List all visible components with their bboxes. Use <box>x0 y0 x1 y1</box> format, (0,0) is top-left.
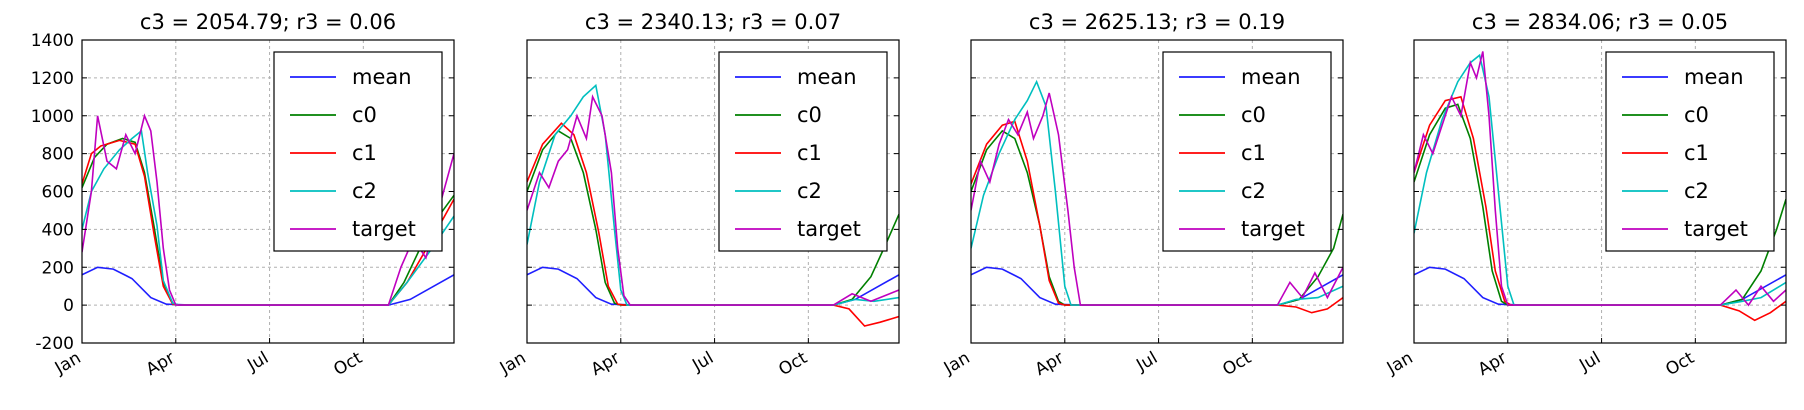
series-line-c1 <box>971 120 1343 314</box>
x-tick-label: Apr <box>143 348 178 380</box>
legend: mean c0 c1 c2 target <box>718 51 888 252</box>
legend-box <box>1162 51 1332 252</box>
series-line-target <box>1414 51 1786 307</box>
x-tick-label: Apr <box>588 348 623 380</box>
series-line-c0 <box>527 129 899 306</box>
legend-label-c1: c1 <box>1684 141 1709 165</box>
series-line-target <box>527 94 899 306</box>
y-tick-label: 600 <box>42 183 74 203</box>
x-tick-label: Oct <box>1662 348 1698 380</box>
subplot-title: c3 = 2834.06; r3 = 0.05 <box>1472 10 1728 34</box>
y-tick-label: -200 <box>35 334 74 354</box>
y-tick-label: 1400 <box>31 31 74 51</box>
series-line-c2 <box>1414 53 1786 306</box>
legend-label-target: target <box>797 217 861 241</box>
subplot-title: c3 = 2340.13; r3 = 0.07 <box>585 10 841 34</box>
legend-label-mean: mean <box>797 65 857 89</box>
subplot-title: c3 = 2625.13; r3 = 0.19 <box>1029 10 1285 34</box>
legend-label-c0: c0 <box>797 103 822 127</box>
x-tick-label: Jan <box>496 348 530 379</box>
x-tick-label: Jul <box>688 348 717 376</box>
legend-label-c2: c2 <box>1241 179 1266 203</box>
legend-label-c1: c1 <box>797 141 822 165</box>
y-tick-label: 800 <box>42 145 74 165</box>
legend-label-target: target <box>1684 217 1748 241</box>
x-tick-label: Oct <box>330 348 366 380</box>
series-line-mean <box>1414 266 1786 306</box>
legend-label-c2: c2 <box>352 179 377 203</box>
legend-box <box>273 51 443 252</box>
y-tick-label: 1200 <box>31 69 74 89</box>
legend-label-c2: c2 <box>797 179 822 203</box>
series-line-c1 <box>1414 95 1786 322</box>
x-tick-label: Jul <box>1575 348 1604 376</box>
series-group <box>971 79 1343 314</box>
legend: mean c0 c1 c2 target <box>1162 51 1332 252</box>
x-tick-label: Jul <box>1132 348 1161 376</box>
x-tick-label: Oct <box>775 348 811 380</box>
subplot-title: c3 = 2054.79; r3 = 0.06 <box>140 10 396 34</box>
series-line-target <box>971 92 1343 306</box>
subplot-3: c3 = 2625.13; r3 = 0.19 Jan Apr Jul Oct mean c… <box>940 10 1344 380</box>
subplot-4: c3 = 2834.06; r3 = 0.05 Jan Apr Jul Oct mean c… <box>1383 10 1787 380</box>
legend: mean c0 c1 c2 target <box>273 51 443 252</box>
y-tick-label: 1000 <box>31 107 74 127</box>
legend-label-c0: c0 <box>1684 103 1709 127</box>
x-tick-label: Jan <box>1383 348 1417 379</box>
legend-label-target: target <box>352 217 416 241</box>
legend-label-mean: mean <box>1241 65 1301 89</box>
subplot-1: c3 = 2054.79; r3 = 0.06 -200 0 200 400 600 800… <box>31 10 455 380</box>
legend-label-c2: c2 <box>1684 179 1709 203</box>
legend-label-c0: c0 <box>1241 103 1266 127</box>
x-tick-label: Jan <box>940 348 974 379</box>
legend-box <box>718 51 888 252</box>
x-tick-label: Oct <box>1219 348 1255 380</box>
legend-label-c1: c1 <box>352 141 377 165</box>
series-line-c2 <box>527 83 899 306</box>
x-tick-label: Apr <box>1475 348 1510 380</box>
y-tick-label: 400 <box>42 220 74 240</box>
legend-label-target: target <box>1241 217 1305 241</box>
x-tick-label: Apr <box>1032 348 1067 380</box>
y-tick-label: 200 <box>42 258 74 278</box>
subplot-2: c3 = 2340.13; r3 = 0.07 Jan Apr Jul Oct mean c… <box>496 10 900 380</box>
series-group <box>527 83 899 327</box>
series-line-mean <box>82 266 454 306</box>
legend-label-mean: mean <box>352 65 412 89</box>
legend-label-mean: mean <box>1684 65 1744 89</box>
y-tick-label: 0 <box>63 296 74 316</box>
legend-label-c1: c1 <box>1241 141 1266 165</box>
series-line-c2 <box>971 79 1343 306</box>
legend-box <box>1605 51 1775 252</box>
legend: mean c0 c1 c2 target <box>1605 51 1775 252</box>
legend-label-c0: c0 <box>352 103 377 127</box>
series-group <box>1414 51 1786 322</box>
x-tick-label: Jul <box>243 348 272 376</box>
